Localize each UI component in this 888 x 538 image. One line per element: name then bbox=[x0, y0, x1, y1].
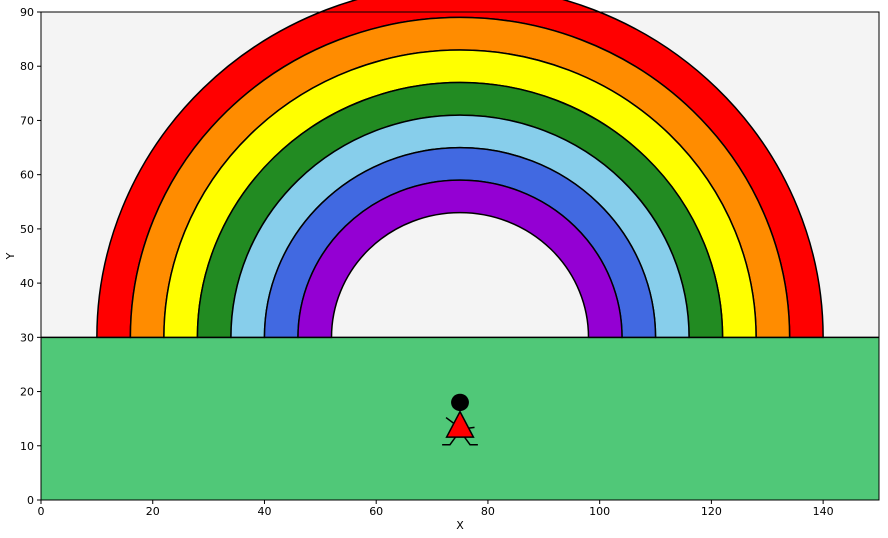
y-tick-label: 0 bbox=[27, 494, 34, 507]
x-tick-label: 20 bbox=[146, 505, 160, 518]
figure-dress bbox=[445, 410, 475, 438]
x-tick-label: 100 bbox=[589, 505, 610, 518]
x-tick-label: 40 bbox=[257, 505, 271, 518]
x-tick-label: 0 bbox=[38, 505, 45, 518]
x-tick-label: 140 bbox=[813, 505, 834, 518]
y-axis-label: Y bbox=[4, 252, 17, 260]
figure-leg-1 bbox=[442, 436, 457, 446]
x-axis-label: X bbox=[456, 519, 464, 532]
y-tick-label: 50 bbox=[20, 223, 34, 236]
figure-head bbox=[451, 393, 469, 412]
y-tick-label: 10 bbox=[20, 440, 34, 453]
x-tick-label: 60 bbox=[369, 505, 383, 518]
y-tick-label: 70 bbox=[20, 114, 34, 127]
x-axis-ticks: 0 20 40 60 80 100 120 140 bbox=[38, 500, 834, 518]
x-tick-label: 120 bbox=[701, 505, 722, 518]
y-tick-label: 20 bbox=[20, 386, 34, 399]
y-tick-label: 60 bbox=[20, 169, 34, 182]
y-tick-label: 40 bbox=[20, 277, 34, 290]
figure-arm-1 bbox=[445, 416, 454, 424]
stick-figure bbox=[442, 393, 478, 446]
x-tick-label: 80 bbox=[481, 505, 495, 518]
rainbow bbox=[96, 0, 824, 339]
y-tick-label: 30 bbox=[20, 331, 34, 344]
figure-leg-2 bbox=[463, 436, 478, 446]
y-tick-label: 90 bbox=[20, 6, 34, 19]
y-axis-ticks: 0 10 20 30 40 50 60 70 80 90 bbox=[20, 6, 41, 507]
plot-frame bbox=[40, 11, 880, 501]
rainbow-band-7 bbox=[297, 179, 623, 339]
y-tick-label: 80 bbox=[20, 60, 34, 73]
